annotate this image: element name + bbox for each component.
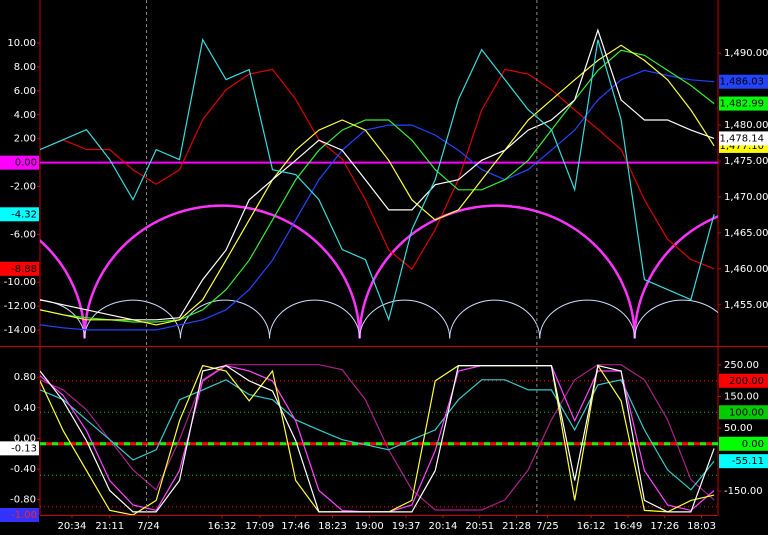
level-label: 200.00 [729,376,764,387]
value-marker-box [0,261,39,276]
y-tick-label: -10.00 [4,277,36,288]
series-line [40,44,715,326]
value-marker-label: -0.13 [11,443,37,454]
y-tick-label: 4.00 [14,110,36,121]
y2-tick-label: 1,470.00 [724,192,768,203]
y-tick-label: -14.00 [4,325,36,336]
x-tick-label: 16:49 [614,521,643,532]
value-marker-label: -1.00 [11,510,37,521]
y2-tick-label: 1,490.00 [724,48,768,59]
x-tick-label: 17:26 [650,521,679,532]
value-marker-label: 0.00 [15,158,37,169]
y2-tick-label: 150.00 [724,392,759,403]
level-box [719,436,768,451]
series-line [40,38,715,322]
y-tick-label: -0.40 [10,464,36,475]
x-tick-label: 17:09 [245,521,274,532]
value-marker-label: 1,477.10 [719,141,764,152]
y2-tick-label: -150.00 [724,486,763,497]
x-tick-label: 18:23 [318,521,347,532]
x-tick-label: 19:00 [355,521,384,532]
level-box [719,373,768,388]
y2-tick-label: 1,465.00 [724,228,768,239]
cycle-arc [634,299,718,339]
x-tick-label: 16:12 [577,521,606,532]
x-tick-label: 21:28 [502,521,531,532]
y2-tick-label: 1,455.00 [724,300,768,311]
y-tick-label: 0.00 [14,433,36,444]
series-line [40,379,715,491]
y-tick-label: -12.00 [4,301,36,312]
x-tick-label: 20:51 [465,521,494,532]
x-tick-label: 20:34 [58,521,87,532]
value-marker-box [719,131,768,146]
plot-area [40,28,718,339]
y2-tick-label: 1,475.00 [724,156,768,167]
cycle-arc [269,299,361,339]
series-line [40,364,715,511]
value-marker-label: -8.88 [11,264,37,275]
y2-tick-label: 1,480.00 [724,120,768,131]
y2-tick-label: 50.00 [724,423,753,434]
y-tick-label: -6.00 [10,229,36,240]
cycle-arc [179,299,271,339]
value-marker-box [719,454,768,469]
y-tick-label: 2.00 [14,134,36,145]
y-tick-label: 8.00 [14,62,36,73]
level-label: 0.00 [742,439,764,450]
series-line [40,68,715,271]
value-marker-box [719,74,768,89]
series-line [40,49,715,323]
series-line [40,69,715,331]
value-marker-label: 1,486.03 [719,77,764,88]
cycle-arc [633,215,718,339]
x-tick-label: 18:03 [687,521,716,532]
value-marker-box [0,508,39,522]
x-tick-label: 21:11 [95,521,124,532]
value-marker-box [719,96,768,111]
y-tick-label: 0.40 [14,403,36,414]
cycle-arc [84,299,181,339]
y2-tick-label: 250.00 [724,360,759,371]
y-tick-label: -2.00 [10,182,36,193]
y-tick-label: 6.00 [14,86,36,97]
series-line [40,28,715,321]
y-tick-label: 10.00 [7,38,36,49]
x-tick-label: 16:32 [208,521,237,532]
series-line [40,364,715,513]
value-marker-label: -55.11 [732,456,764,467]
cycle-arc [359,299,451,339]
x-tick-label: 7/25 [536,521,558,532]
y2-tick-label: 1,460.00 [724,264,768,275]
cycle-arc [40,299,86,339]
value-marker-box [0,207,39,222]
value-marker-box [0,441,39,456]
value-marker-label: -4.32 [11,209,37,220]
x-tick-label: 7/24 [137,521,159,532]
x-tick-label: 19:37 [392,521,421,532]
level-label: 100.00 [729,407,764,418]
cycle-arc [358,204,636,339]
y-tick-label: 0.80 [14,372,36,383]
value-marker-label: 1,478.14 [719,133,764,144]
cycle-arc [539,299,636,339]
plot-area [40,364,718,515]
cycle-arc [83,204,361,339]
cycle-arc [40,238,86,339]
value-marker-label: 1,482.99 [719,99,764,110]
x-tick-label: 17:46 [281,521,310,532]
y-tick-label: -0.80 [10,495,36,506]
value-marker-box [0,155,39,170]
x-tick-label: 20:14 [429,521,458,532]
level-box [719,405,768,420]
cycle-arc [449,299,541,339]
